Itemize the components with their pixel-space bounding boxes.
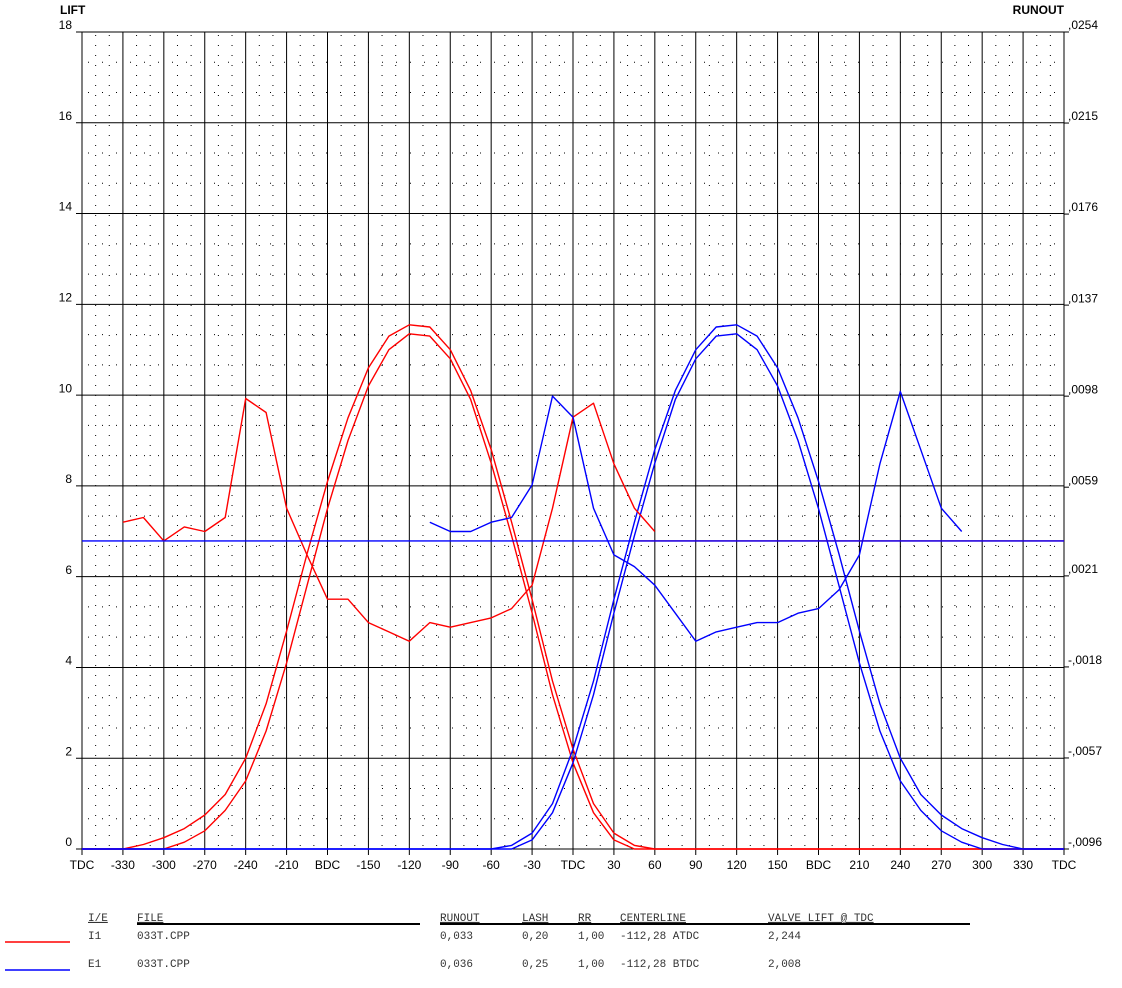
x-tick-label: -60 [482,858,500,872]
x-tick-label: -120 [397,858,421,872]
x-tick-label: TDC [561,858,586,872]
y-tick-label: 10 [59,381,73,395]
y-tick-label: 12 [59,291,73,305]
table-cell: 0,033 [440,931,473,943]
table-cell: 0,20 [522,931,548,943]
line-series [82,333,1064,850]
y2-tick-label: ,0215 [1068,109,1098,123]
y-axis-title: LIFT [60,3,86,17]
y-tick-label: 14 [59,200,73,214]
y-tick-label: 18 [59,18,73,32]
x-tick-label: 210 [849,858,869,872]
x-tick-label: TDC [1052,858,1077,872]
y-tick-label: 4 [65,654,72,668]
x-tick-label: 330 [1013,858,1033,872]
table-header: LASH [522,913,548,925]
table-header: VALVE LIFT @ TDC [768,913,874,925]
x-tick-label: BDC [315,858,341,872]
x-tick-label: 60 [648,858,662,872]
table-cell: I1 [88,931,102,943]
y-tick-label: 16 [59,109,73,123]
table-header: CENTERLINE [620,913,686,925]
x-tick-label: 300 [972,858,992,872]
x-tick-label: -330 [111,858,135,872]
y2-tick-label: -,0018 [1068,653,1102,667]
x-tick-label: 150 [768,858,788,872]
table-header: RR [578,913,592,925]
table-cell: -112,28 BTDC [620,959,700,971]
x-tick-label: 30 [607,858,621,872]
x-tick-label: -30 [523,858,541,872]
x-tick-label: 270 [931,858,951,872]
y2-tick-label: ,0176 [1068,200,1098,214]
table-cell: -112,28 ATDC [620,931,700,943]
x-tick-label: -240 [234,858,258,872]
x-tick-label: 90 [689,858,703,872]
y2-tick-label: ,0254 [1068,18,1098,32]
x-tick-label: 120 [727,858,747,872]
line-series [429,390,963,642]
x-tick-label: TDC [70,858,95,872]
x-tick-label: -270 [193,858,217,872]
y2-tick-label: ,0137 [1068,291,1098,305]
y2-tick-label: -,0096 [1068,835,1102,849]
y2-axis-title: RUNOUT [1013,3,1065,17]
table-cell: 033T.CPP [137,959,190,971]
x-tick-label: -90 [442,858,460,872]
line-series [122,397,656,642]
table-cell: 0,25 [522,959,548,971]
table-cell: 2,008 [768,959,801,971]
y2-tick-label: ,0021 [1068,562,1098,576]
x-tick-label: -300 [152,858,176,872]
table-header: I/E [88,913,108,925]
table-header: FILE [137,913,164,925]
y-tick-label: 0 [65,835,72,849]
y2-tick-label: ,0098 [1068,382,1098,396]
table-cell: 1,00 [578,931,604,943]
table-cell: 1,00 [578,959,604,971]
x-tick-label: -150 [356,858,380,872]
x-tick-label: BDC [806,858,832,872]
y2-tick-label: -,0057 [1068,744,1102,758]
y2-tick-label: ,0059 [1068,473,1098,487]
plot-frame [81,31,1065,850]
table-header: RUNOUT [440,913,480,925]
table-cell: E1 [88,959,102,971]
y-tick-label: 6 [65,563,72,577]
x-tick-label: -210 [275,858,299,872]
y-tick-label: 2 [65,744,72,758]
table-cell: 2,244 [768,931,801,943]
x-tick-label: 240 [890,858,910,872]
table-cell: 033T.CPP [137,931,190,943]
y-tick-label: 8 [65,472,72,486]
table-cell: 0,036 [440,959,473,971]
